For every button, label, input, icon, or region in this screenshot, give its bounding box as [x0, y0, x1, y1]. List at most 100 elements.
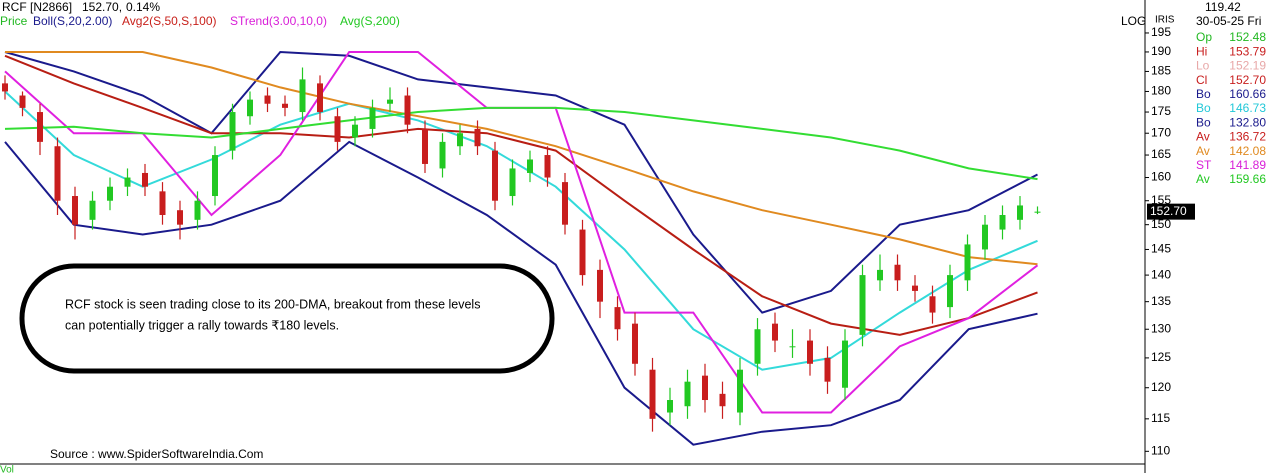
legend-entry: STrend(3.00,10,0)	[230, 14, 327, 28]
legend-entry: Boll(S,20,2.00)	[33, 14, 112, 28]
info-value: 152.48	[1229, 30, 1266, 44]
candle-body	[177, 210, 183, 225]
candle-body	[72, 196, 78, 225]
candle-body	[369, 107, 376, 129]
candle-body	[194, 200, 201, 220]
y-tick-label: 150	[1151, 217, 1171, 231]
candle-body	[929, 296, 936, 313]
candle-body	[842, 340, 848, 388]
y-tick-label: 145	[1151, 242, 1171, 256]
candle-body	[2, 83, 8, 92]
legend-entry: Avg2(S,50,S,100)	[122, 14, 217, 28]
candle-body	[107, 186, 113, 201]
y-tick-label: 120	[1151, 380, 1171, 394]
candle-body	[282, 103, 288, 108]
candle-body	[912, 285, 918, 291]
candle-body	[54, 146, 61, 201]
candle-body	[982, 224, 988, 250]
y-tick-label: 165	[1151, 147, 1171, 161]
candle-body	[544, 155, 551, 178]
candle-body	[19, 95, 26, 108]
candle-body	[877, 269, 883, 281]
annotation-text: RCF stock is seen trading close to its 2…	[65, 297, 480, 311]
info-label: Bo	[1196, 115, 1211, 129]
candle-body	[492, 150, 498, 201]
candle-body	[632, 323, 638, 364]
candle-body	[894, 264, 901, 281]
candle-body	[859, 275, 866, 335]
candle-body	[474, 128, 481, 147]
candle-body	[247, 99, 253, 117]
info-value: 152.19	[1229, 59, 1266, 73]
candle-body	[439, 141, 446, 169]
indicator-line	[5, 51, 1038, 266]
candle-body	[404, 95, 411, 125]
candle-body	[387, 99, 393, 104]
y-tick-label: 190	[1151, 44, 1171, 58]
info-value: 141.89	[1229, 158, 1266, 172]
candle-body	[562, 182, 568, 225]
last-price-tag: 152.70	[1150, 204, 1187, 218]
candle-body	[667, 400, 673, 413]
source: Source : www.SpiderSoftwareIndia.Com	[50, 447, 263, 461]
y-tick-label: 125	[1151, 350, 1171, 364]
candle-body	[509, 168, 516, 197]
last-price-tag-bg	[1147, 203, 1195, 220]
info-value: 159.66	[1229, 172, 1266, 186]
indicator-line	[4, 106, 1038, 181]
candle-body	[334, 116, 341, 142]
info-label: Cl	[1196, 73, 1207, 87]
info-value: 119.42	[1205, 0, 1241, 14]
y-tick-label: 160	[1151, 170, 1171, 184]
candle-body	[614, 307, 621, 330]
info-label: Av	[1196, 172, 1210, 186]
info-date: 30-05-25 Fri	[1196, 14, 1261, 28]
info-label: Op	[1196, 30, 1212, 44]
candle-body	[579, 229, 586, 276]
y-tick-label: 170	[1151, 125, 1171, 139]
candle-body	[527, 159, 533, 173]
info-value: 146.73	[1229, 101, 1266, 115]
candle-body	[719, 393, 726, 407]
y-tick-label: 110	[1151, 443, 1170, 457]
info-value: 132.80	[1229, 115, 1266, 129]
axis-label: IRIS	[1155, 15, 1175, 26]
annotation-text: can potentially trigger a rally towards …	[65, 318, 339, 332]
candle-body	[964, 244, 971, 281]
indicator-line	[4, 50, 1038, 314]
candle-body	[597, 269, 603, 302]
info-label: Bo	[1196, 87, 1211, 101]
legend-entry: Avg(S,200)	[340, 14, 400, 28]
legend-price: Price	[0, 14, 28, 28]
info-label: ST	[1196, 158, 1212, 172]
annotation-box	[19, 263, 555, 374]
y-tick-label: 115	[1151, 411, 1170, 425]
change: 0.14%	[126, 0, 160, 14]
volume-label: Vol	[0, 465, 14, 473]
candle-body	[37, 112, 43, 142]
y-tick-label: 195	[1151, 25, 1171, 39]
indicator-line	[4, 140, 1038, 446]
candle-body	[89, 200, 96, 220]
candle-body	[299, 79, 306, 113]
info-value: 142.08	[1229, 144, 1266, 158]
info-label: Lo	[1196, 59, 1210, 73]
candle-body	[649, 369, 656, 419]
candle-body	[124, 177, 131, 187]
y-tick-label: 175	[1151, 104, 1171, 118]
candle-body	[754, 329, 761, 364]
candle-body	[789, 346, 796, 348]
info-label: Bo	[1196, 101, 1211, 115]
scale-label: LOG	[1121, 14, 1146, 28]
info-value: 160.66	[1229, 87, 1266, 101]
y-tick-label: 180	[1151, 84, 1171, 98]
candle-body	[702, 375, 708, 401]
info-label: Av	[1196, 144, 1210, 158]
y-tick-label: 155	[1151, 193, 1171, 207]
candle-body	[422, 128, 428, 164]
candle-body	[824, 357, 831, 382]
candle-body	[999, 215, 1006, 230]
candle-body	[317, 83, 323, 113]
candle-body	[1017, 205, 1023, 220]
